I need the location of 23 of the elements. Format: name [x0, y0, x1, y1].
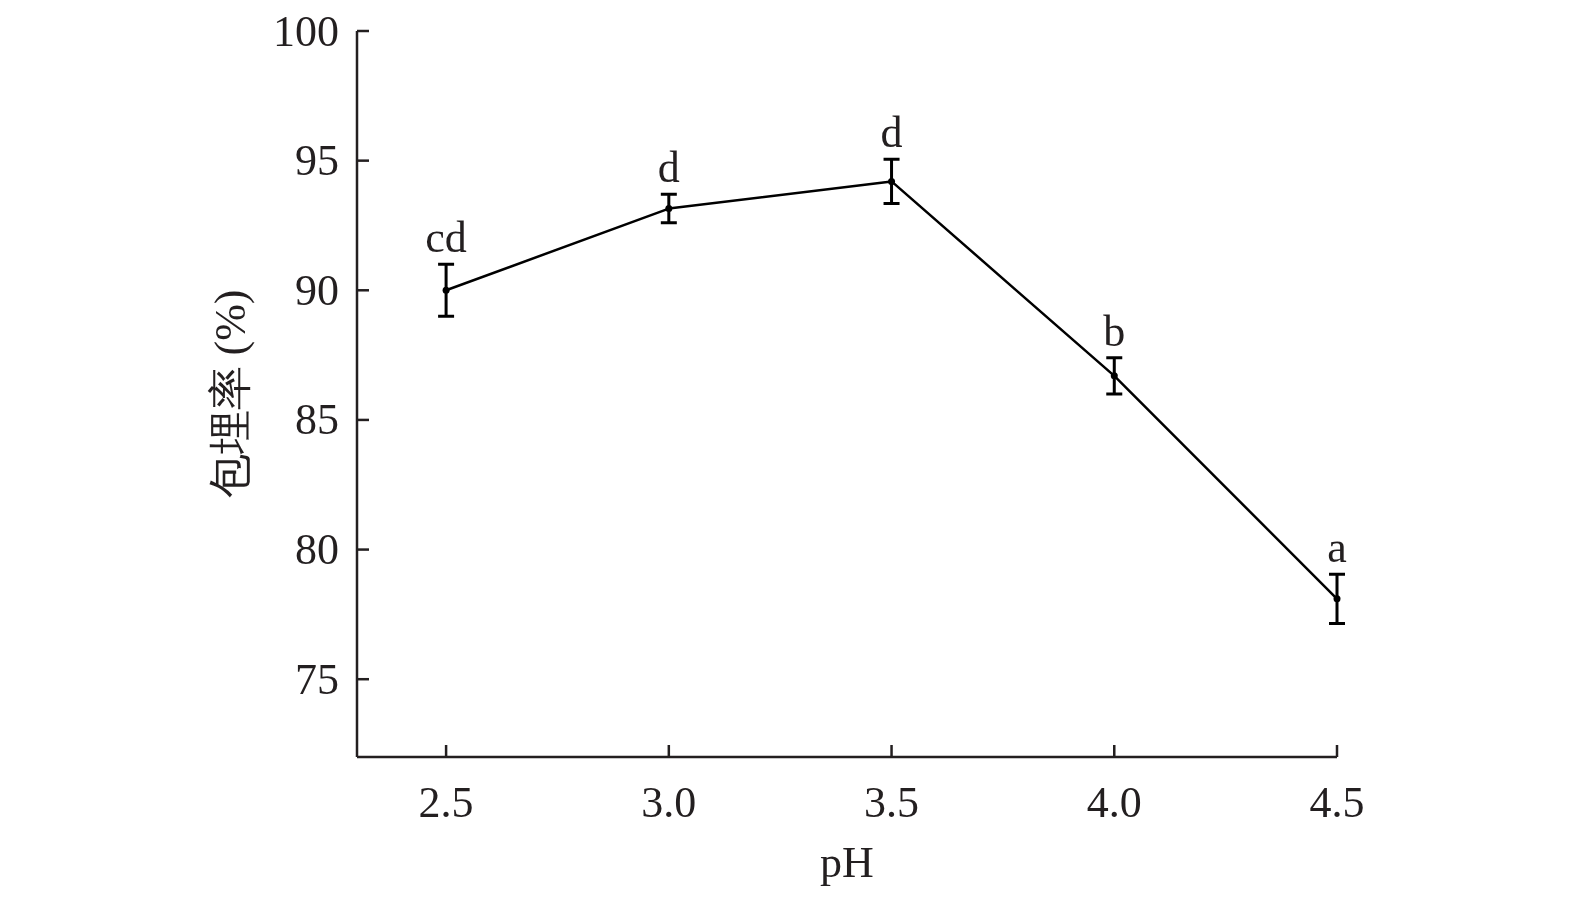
- y-axis-title: 包埋率 (%): [206, 289, 255, 499]
- annotation: d: [880, 108, 903, 158]
- y-tick-label: 95: [295, 136, 339, 186]
- annotation: d: [657, 143, 680, 193]
- y-tick-label: 75: [295, 654, 339, 704]
- y-tick-label: 100: [273, 6, 339, 56]
- point: [1110, 372, 1118, 380]
- point: [665, 205, 673, 213]
- x-tick-label: 3.0: [641, 778, 697, 827]
- annotation: a: [1327, 523, 1347, 573]
- x-tick-label: 4.5: [1309, 778, 1365, 827]
- annotation: cd: [425, 213, 467, 263]
- point: [1333, 595, 1341, 603]
- x-tick-label: 4.0: [1086, 778, 1142, 827]
- point: [442, 286, 450, 294]
- x-axis-title: pH: [820, 838, 874, 887]
- y-tick-label: 85: [295, 395, 339, 445]
- x-tick-label: 2.5: [418, 778, 474, 827]
- annotation: b: [1103, 306, 1126, 356]
- y-tick-label: 90: [295, 265, 339, 315]
- x-tick-label: 3.5: [864, 778, 920, 827]
- point: [888, 177, 896, 185]
- y-tick-label: 80: [295, 525, 339, 575]
